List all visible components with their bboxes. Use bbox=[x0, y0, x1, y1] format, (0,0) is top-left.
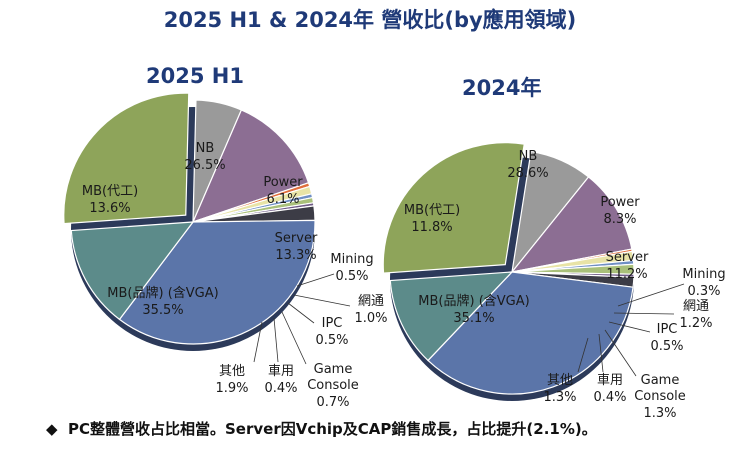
slice-label: 其他 1.3% bbox=[543, 373, 576, 405]
slice-label: NB 26.5% bbox=[184, 141, 225, 173]
leader-line bbox=[296, 273, 335, 287]
slice-label-value: 26.5% bbox=[184, 158, 225, 173]
slice-label: 網通 1.0% bbox=[354, 294, 387, 326]
slice-label-value: 13.3% bbox=[275, 248, 316, 263]
slice-label-value: 0.4% bbox=[264, 381, 297, 396]
slice-label-name: Mining bbox=[330, 252, 373, 267]
slice-label: Game Console 0.7% bbox=[307, 362, 359, 410]
slice-label: MB(品牌) (含VGA) 35.5% bbox=[107, 285, 218, 318]
slice-label-value: 28.6% bbox=[507, 166, 548, 181]
slice-label-name: IPC bbox=[322, 316, 343, 331]
pie-slice bbox=[510, 176, 633, 273]
slice-label-name: MB(代工) bbox=[82, 184, 138, 199]
slice-label: 其他 1.9% bbox=[215, 364, 248, 396]
slice-label-name: MB(代工) bbox=[404, 203, 460, 218]
slice-label-name: 其他 bbox=[219, 364, 245, 379]
slice-label-name: NB bbox=[196, 141, 215, 156]
slice-label-value: 0.7% bbox=[316, 395, 349, 410]
slice-label-value: 1.3% bbox=[643, 406, 676, 421]
leader-line bbox=[617, 283, 685, 307]
chart-title-2025h1: 2025 H1 bbox=[146, 64, 244, 88]
slice-label-name: 車用 bbox=[597, 373, 623, 388]
slice-label: Power 6.1% bbox=[263, 175, 303, 207]
slice-label-name: 車用 bbox=[268, 364, 294, 379]
slice-label-value: 1.2% bbox=[679, 316, 712, 331]
pie-slice bbox=[389, 271, 514, 362]
slice-label: MB(代工) 13.6% bbox=[82, 184, 138, 216]
slice-label: MB(代工) 11.8% bbox=[404, 203, 460, 235]
slice-label: 網通 1.2% bbox=[679, 299, 712, 331]
slice-label-value: 0.5% bbox=[650, 339, 683, 354]
slice-label-name: Power bbox=[263, 175, 303, 190]
slice-label-name: Power bbox=[600, 195, 640, 210]
slice-label-name: Server bbox=[275, 231, 318, 246]
slice-label-value: 1.3% bbox=[543, 390, 576, 405]
pie-slice bbox=[63, 92, 190, 225]
leader-line bbox=[577, 337, 589, 373]
slice-label-name: Game bbox=[641, 373, 680, 388]
leader-line bbox=[293, 294, 351, 307]
slice-label-value: 0.3% bbox=[687, 284, 720, 299]
leader-line bbox=[281, 311, 307, 365]
pie-2024: NB 28.6% Power 8.3% Server 11.2% Mining 0.3%網通 1… bbox=[382, 142, 726, 421]
slice-label-name: Server bbox=[606, 250, 649, 265]
slice-label: Mining 0.5% bbox=[330, 252, 373, 284]
slice-label-name: 網通 bbox=[358, 294, 384, 309]
slice-label-value: 35.5% bbox=[142, 303, 183, 318]
slice-label-value: 8.3% bbox=[603, 212, 636, 227]
pie-slice bbox=[118, 219, 316, 345]
slice-label: Mining 0.3% bbox=[682, 267, 725, 299]
leader-line bbox=[253, 321, 263, 363]
slice-label: Server 11.2% bbox=[606, 250, 649, 282]
pie-slice bbox=[427, 271, 634, 395]
leader-line bbox=[613, 312, 675, 315]
pie-slice bbox=[191, 109, 310, 224]
leader-line bbox=[608, 321, 651, 333]
leader-line bbox=[273, 317, 279, 363]
footnote-text: PC整體營收占比相當。Server因Vchip及CAP銷售成長，占比提升(2.1… bbox=[68, 420, 597, 438]
slice-label-name: Mining bbox=[682, 267, 725, 282]
slice-label-value: 13.6% bbox=[89, 201, 130, 216]
slice-label-value: 1.9% bbox=[215, 381, 248, 396]
slice-label-name: 網通 bbox=[683, 299, 709, 314]
slice-label: IPC 0.5% bbox=[650, 322, 683, 354]
slice-label-value: 6.1% bbox=[266, 192, 299, 207]
footnote: ◆ PC整體營收占比相當。Server因Vchip及CAP銷售成長，占比提升(2… bbox=[46, 418, 708, 440]
page-title: 2025 H1 & 2024年 營收比(by應用領域) bbox=[163, 8, 577, 32]
slice-label-name: MB(品牌) (含VGA) bbox=[107, 285, 218, 301]
slice-label: Game Console 1.3% bbox=[634, 373, 686, 421]
chart-title-2024: 2024年 bbox=[462, 76, 542, 100]
pie-slice bbox=[382, 142, 525, 274]
leader-line bbox=[598, 333, 604, 373]
leader-line bbox=[287, 302, 315, 324]
slice-label: IPC 0.5% bbox=[315, 316, 348, 348]
slice-label: 車用 0.4% bbox=[593, 373, 626, 405]
leader-line bbox=[604, 329, 637, 377]
slice-label-name: NB bbox=[519, 149, 538, 164]
slice-label: NB 28.6% bbox=[507, 149, 548, 181]
slice-label: Server 13.3% bbox=[275, 231, 318, 263]
slice-label-value: 11.8% bbox=[411, 220, 452, 235]
slice-label-value: 0.5% bbox=[315, 333, 348, 348]
slice-label-value: 0.4% bbox=[593, 390, 626, 405]
pie-2025h1: NB 26.5% Power 6.1% Server 13.3% Mining 0.5% 網通 1… bbox=[63, 92, 388, 410]
slice-label-name: Console bbox=[307, 378, 359, 393]
slice-label-name: Game bbox=[314, 362, 353, 377]
slice-label-name: MB(品牌) (含VGA) bbox=[418, 293, 529, 309]
pie-slice bbox=[70, 221, 195, 321]
slice-label: MB(品牌) (含VGA) 35.1% bbox=[418, 293, 529, 326]
diamond-bullet-icon: ◆ bbox=[46, 420, 58, 438]
slice-label-name: IPC bbox=[657, 322, 678, 337]
slice-label-value: 35.1% bbox=[453, 311, 494, 326]
slice-label-value: 0.5% bbox=[335, 269, 368, 284]
slice-label-name: Console bbox=[634, 389, 686, 404]
slice-label-value: 11.2% bbox=[606, 267, 647, 282]
slice-label-value: 1.0% bbox=[354, 311, 387, 326]
slice-label-name: 其他 bbox=[547, 373, 573, 388]
slice-label: 車用 0.4% bbox=[264, 364, 297, 396]
slice-label: Power 8.3% bbox=[600, 195, 640, 227]
